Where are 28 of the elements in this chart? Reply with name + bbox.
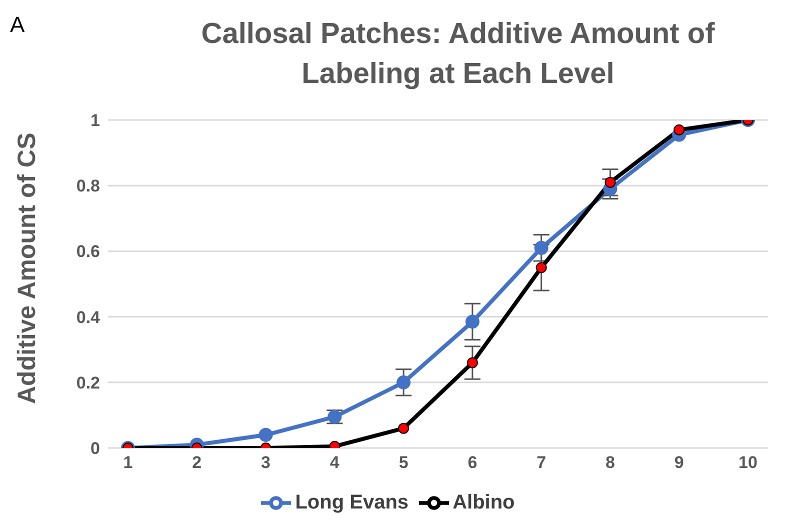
- legend-label: Long Evans: [295, 491, 409, 514]
- x-tick-label: 3: [261, 453, 271, 472]
- y-tick-label: 1: [90, 111, 100, 130]
- point: [466, 357, 478, 368]
- x-tick-label: 6: [468, 453, 478, 472]
- x-tick-label: 1: [123, 453, 133, 472]
- x-tick-label: 2: [192, 453, 202, 472]
- x-tick-label: 8: [605, 453, 615, 472]
- y-axis-title: Additive Amount of CS: [12, 132, 41, 404]
- x-tick-label: 4: [330, 453, 340, 472]
- y-tick-label: 0.6: [76, 242, 100, 262]
- legend-label: Albino: [452, 491, 515, 514]
- point: [396, 375, 411, 390]
- x-tick-label: 10: [738, 453, 758, 472]
- x-tick-label: 9: [674, 453, 684, 472]
- y-tick-label: 0.2: [76, 373, 100, 392]
- point: [534, 240, 548, 255]
- point: [465, 314, 480, 329]
- x-tick-label: 7: [536, 453, 546, 472]
- point: [604, 176, 616, 188]
- y-tick-label: 0: [90, 439, 100, 458]
- text: A: [10, 12, 25, 38]
- point: [674, 124, 685, 136]
- y-tick-label: 0.8: [76, 176, 100, 196]
- point: [536, 262, 547, 274]
- x-tick-label: 5: [398, 453, 408, 472]
- y-tick-label: 0.4: [76, 308, 101, 327]
- chart-title: Callosal Patches: Additive Amount of Labeling at Each Level: [200, 17, 716, 92]
